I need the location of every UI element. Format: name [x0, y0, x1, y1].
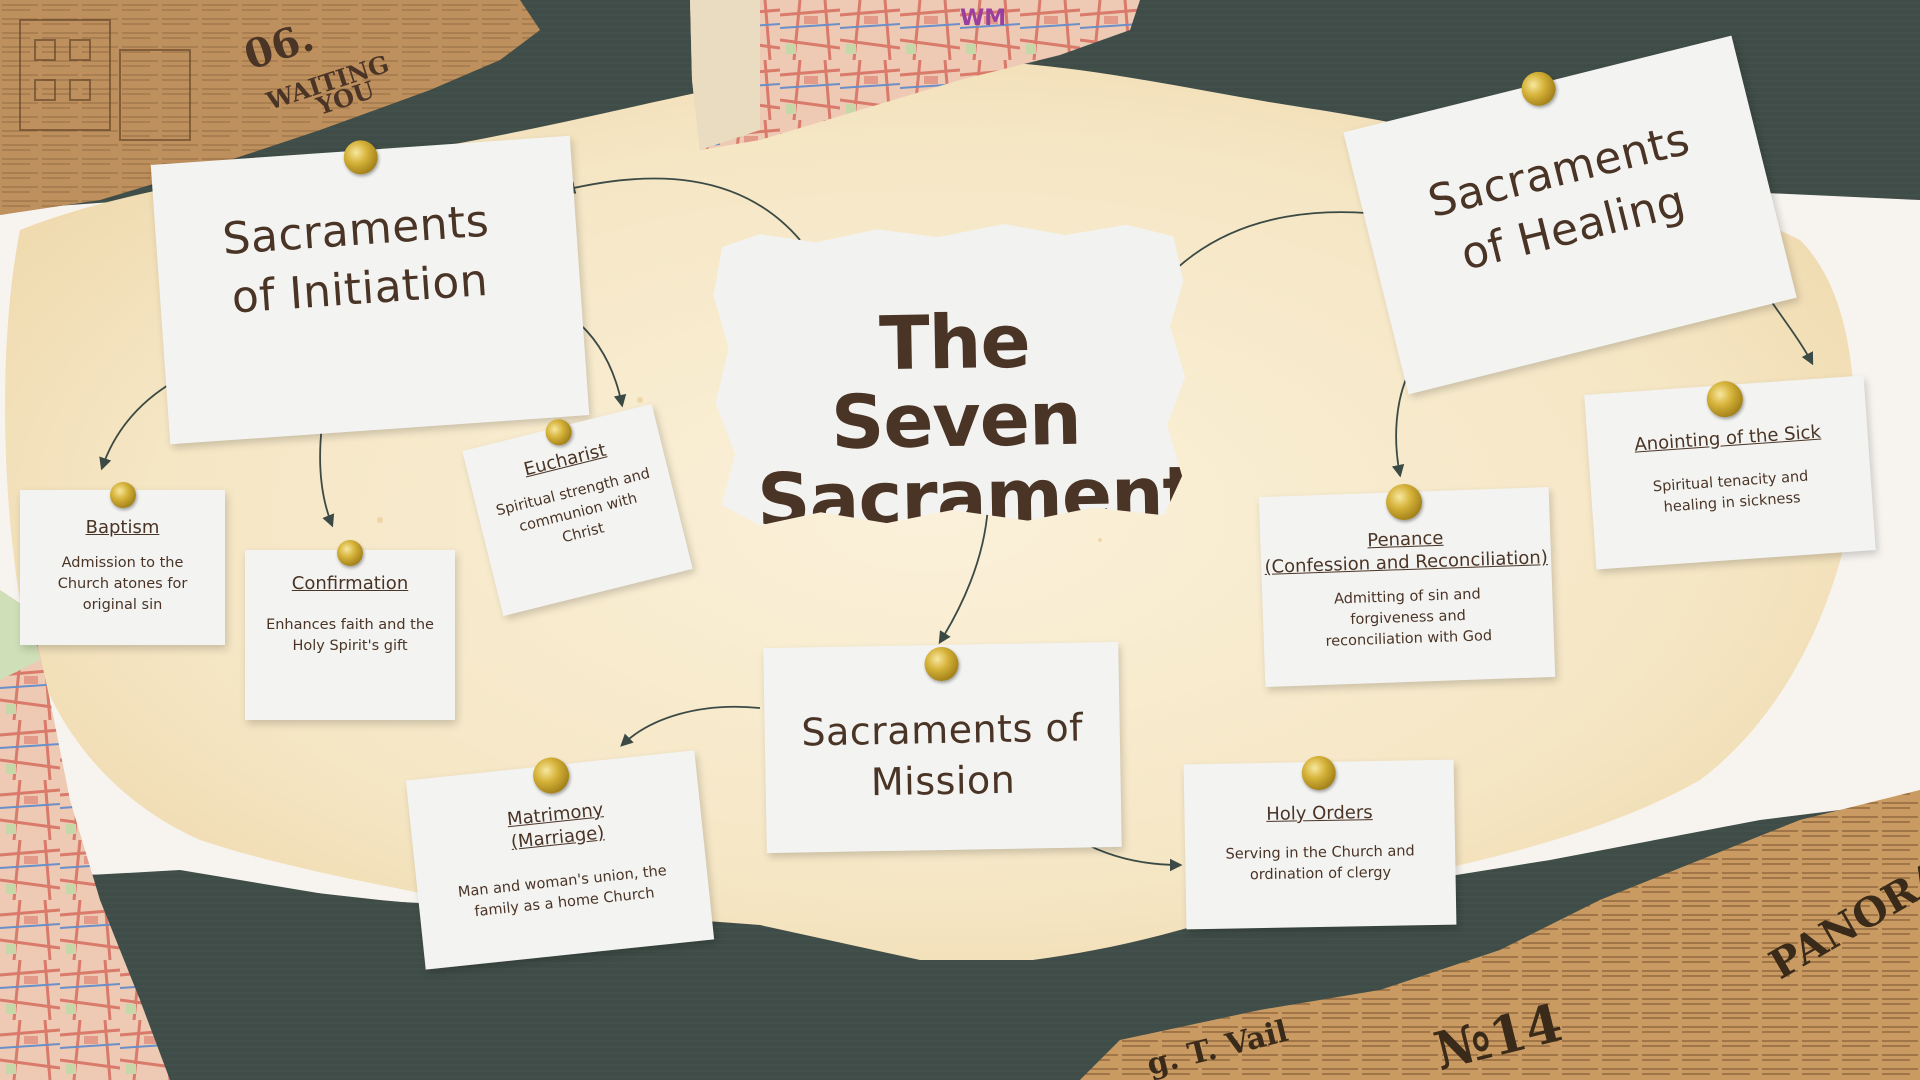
pin-icon — [1385, 483, 1423, 521]
sacrament-desc-penance: Admitting of sin and forgiveness and rec… — [1325, 586, 1493, 650]
pin-icon — [923, 646, 959, 682]
group-card-mission: Sacraments of Mission — [763, 641, 1122, 854]
sacrament-card-penance: Penance (Confession and Reconciliation) … — [1258, 483, 1556, 688]
sacrament-desc-anointing: Spiritual tenacity and healing in sickne… — [1652, 468, 1809, 517]
sacrament-desc-matrimony: Man and woman's union, the family as a h… — [457, 862, 668, 920]
pin-icon — [337, 540, 363, 566]
sacrament-card-confirmation: Confirmation Enhances faith and the Holy… — [245, 540, 455, 720]
pin-icon — [1705, 379, 1745, 419]
pin-icon — [1301, 755, 1337, 791]
group-title-healing: Sacraments of Healing — [1423, 113, 1695, 281]
pin-icon — [109, 482, 136, 508]
group-card-initiation: Sacraments of Initiation — [150, 135, 590, 445]
sacrament-title-anointing: Anointing of the Sick — [1633, 421, 1822, 456]
decor-map-label: WM — [960, 6, 1006, 31]
title-card: The Seven Sacraments — [712, 221, 1187, 529]
sacrament-desc-confirmation: Enhances faith and the Holy Spirit's gif… — [266, 617, 434, 655]
sacrament-card-holy-orders: Holy Orders Serving in the Church and or… — [1183, 755, 1457, 930]
sacrament-title-holy-orders: Holy Orders — [1266, 802, 1373, 825]
sacrament-desc-holy-orders: Serving in the Church and ordination of … — [1225, 843, 1415, 884]
sacrament-desc-baptism: Admission to the Church atones for origi… — [57, 555, 188, 614]
page-title: The Seven Sacraments — [756, 298, 1241, 545]
sacrament-card-baptism: Baptism Admission to the Church atones f… — [20, 482, 225, 645]
group-title-mission: Sacraments of Mission — [801, 705, 1084, 805]
sacrament-title-baptism: Baptism — [85, 517, 160, 538]
sacrament-card-anointing: Anointing of the Sick Spiritual tenacity… — [1584, 375, 1876, 570]
sacrament-title-confirmation: Confirmation — [291, 573, 409, 594]
sacrament-card-matrimony: Matrimony (Marriage) Man and woman's uni… — [405, 750, 715, 970]
group-title-initiation: Sacraments of Initiation — [220, 195, 491, 324]
